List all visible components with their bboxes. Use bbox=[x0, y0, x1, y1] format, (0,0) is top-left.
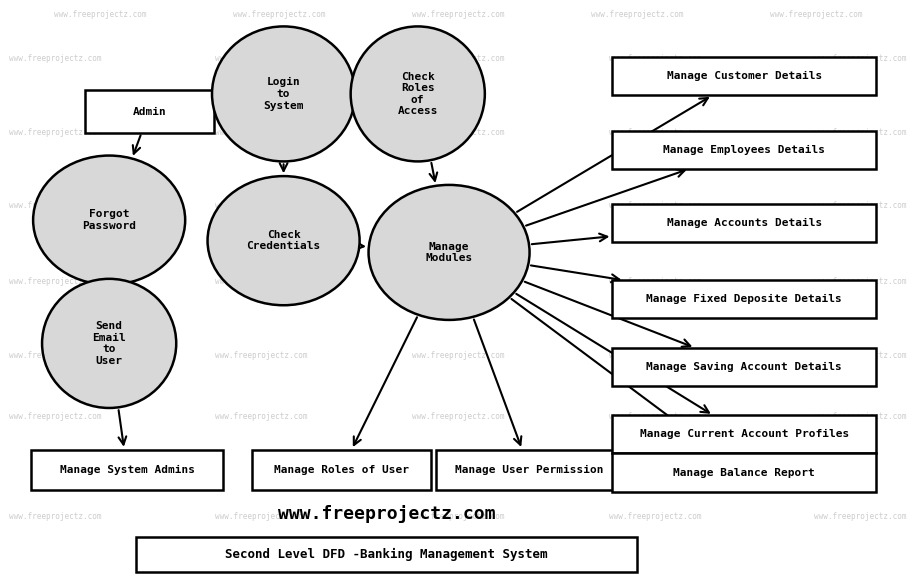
Text: www.freeprojectz.com: www.freeprojectz.com bbox=[9, 54, 102, 63]
Ellipse shape bbox=[351, 26, 485, 161]
Text: Manage Roles of User: Manage Roles of User bbox=[274, 464, 409, 475]
Text: Second Level DFD -Banking Management System: Second Level DFD -Banking Management Sys… bbox=[225, 548, 548, 561]
Text: Manage Saving Account Details: Manage Saving Account Details bbox=[647, 362, 842, 372]
Text: www.freeprojectz.com: www.freeprojectz.com bbox=[608, 127, 701, 137]
Text: www.freeprojectz.com: www.freeprojectz.com bbox=[54, 10, 147, 19]
FancyBboxPatch shape bbox=[136, 537, 637, 572]
Text: www.freeprojectz.com: www.freeprojectz.com bbox=[412, 10, 504, 19]
Text: www.freeprojectz.com: www.freeprojectz.com bbox=[814, 127, 907, 137]
Text: www.freeprojectz.com: www.freeprojectz.com bbox=[412, 412, 504, 421]
Text: www.freeprojectz.com: www.freeprojectz.com bbox=[412, 512, 504, 521]
Text: www.freeprojectz.com: www.freeprojectz.com bbox=[814, 277, 907, 286]
FancyBboxPatch shape bbox=[84, 90, 214, 133]
Text: www.freeprojectz.com: www.freeprojectz.com bbox=[9, 512, 102, 521]
Text: Manage Fixed Deposite Details: Manage Fixed Deposite Details bbox=[647, 294, 842, 305]
Text: Manage Accounts Details: Manage Accounts Details bbox=[667, 218, 822, 228]
Text: Check
Roles
of
Access: Check Roles of Access bbox=[398, 72, 438, 116]
Text: Manage Employees Details: Manage Employees Details bbox=[663, 144, 825, 155]
Text: www.freeprojectz.com: www.freeprojectz.com bbox=[608, 412, 701, 421]
Text: Manage System Admins: Manage System Admins bbox=[60, 464, 194, 475]
Text: www.freeprojectz.com: www.freeprojectz.com bbox=[215, 127, 308, 137]
Text: www.freeprojectz.com: www.freeprojectz.com bbox=[9, 277, 102, 286]
Text: www.freeprojectz.com: www.freeprojectz.com bbox=[412, 127, 504, 137]
Text: www.freeprojectz.com: www.freeprojectz.com bbox=[9, 127, 102, 137]
Ellipse shape bbox=[208, 176, 360, 305]
FancyBboxPatch shape bbox=[612, 348, 877, 386]
Ellipse shape bbox=[42, 279, 176, 408]
Text: Admin: Admin bbox=[133, 106, 167, 117]
FancyBboxPatch shape bbox=[612, 281, 877, 319]
Text: www.freeprojectz.com: www.freeprojectz.com bbox=[215, 350, 308, 360]
Text: www.freeprojectz.com: www.freeprojectz.com bbox=[215, 54, 308, 63]
Text: Forgot
Password: Forgot Password bbox=[82, 210, 136, 231]
Ellipse shape bbox=[212, 26, 355, 161]
Text: www.freeprojectz.com: www.freeprojectz.com bbox=[9, 412, 102, 421]
Text: www.freeprojectz.com: www.freeprojectz.com bbox=[608, 54, 701, 63]
FancyBboxPatch shape bbox=[612, 131, 877, 169]
Text: www.freeprojectz.com: www.freeprojectz.com bbox=[215, 201, 308, 210]
FancyBboxPatch shape bbox=[252, 450, 431, 490]
Text: www.freeprojectz.com: www.freeprojectz.com bbox=[814, 54, 907, 63]
FancyBboxPatch shape bbox=[612, 58, 877, 96]
Text: www.freeprojectz.com: www.freeprojectz.com bbox=[412, 277, 504, 286]
Text: www.freeprojectz.com: www.freeprojectz.com bbox=[9, 201, 102, 210]
Text: Manage
Modules: Manage Modules bbox=[425, 242, 473, 263]
Text: Manage Current Account Profiles: Manage Current Account Profiles bbox=[639, 429, 849, 440]
Text: Check
Credentials: Check Credentials bbox=[246, 230, 321, 251]
Text: www.freeprojectz.com: www.freeprojectz.com bbox=[412, 201, 504, 210]
Text: www.freeprojectz.com: www.freeprojectz.com bbox=[608, 277, 701, 286]
Text: www.freeprojectz.com: www.freeprojectz.com bbox=[215, 412, 308, 421]
Ellipse shape bbox=[33, 156, 185, 285]
Text: www.freeprojectz.com: www.freeprojectz.com bbox=[608, 512, 701, 521]
Text: www.freeprojectz.com: www.freeprojectz.com bbox=[412, 350, 504, 360]
FancyBboxPatch shape bbox=[436, 450, 624, 490]
Text: www.freeprojectz.com: www.freeprojectz.com bbox=[278, 505, 496, 522]
Text: www.freeprojectz.com: www.freeprojectz.com bbox=[215, 277, 308, 286]
Text: www.freeprojectz.com: www.freeprojectz.com bbox=[814, 201, 907, 210]
Text: Manage User Permission: Manage User Permission bbox=[455, 464, 604, 475]
Text: www.freeprojectz.com: www.freeprojectz.com bbox=[769, 10, 862, 19]
FancyBboxPatch shape bbox=[612, 416, 877, 453]
Text: www.freeprojectz.com: www.freeprojectz.com bbox=[9, 350, 102, 360]
FancyBboxPatch shape bbox=[612, 453, 877, 492]
Text: Manage Balance Report: Manage Balance Report bbox=[673, 467, 815, 478]
Text: Login
to
System: Login to System bbox=[263, 77, 304, 110]
Text: www.freeprojectz.com: www.freeprojectz.com bbox=[608, 201, 701, 210]
FancyBboxPatch shape bbox=[31, 450, 224, 490]
Text: www.freeprojectz.com: www.freeprojectz.com bbox=[215, 512, 308, 521]
Text: www.freeprojectz.com: www.freeprojectz.com bbox=[814, 412, 907, 421]
Ellipse shape bbox=[368, 185, 529, 320]
FancyBboxPatch shape bbox=[612, 204, 877, 242]
Text: Manage Customer Details: Manage Customer Details bbox=[667, 71, 822, 82]
Text: www.freeprojectz.com: www.freeprojectz.com bbox=[412, 54, 504, 63]
Text: www.freeprojectz.com: www.freeprojectz.com bbox=[233, 10, 325, 19]
Text: www.freeprojectz.com: www.freeprojectz.com bbox=[814, 350, 907, 360]
Text: www.freeprojectz.com: www.freeprojectz.com bbox=[814, 512, 907, 521]
Text: www.freeprojectz.com: www.freeprojectz.com bbox=[608, 350, 701, 360]
Text: Send
Email
to
User: Send Email to User bbox=[93, 321, 126, 366]
Text: www.freeprojectz.com: www.freeprojectz.com bbox=[591, 10, 683, 19]
